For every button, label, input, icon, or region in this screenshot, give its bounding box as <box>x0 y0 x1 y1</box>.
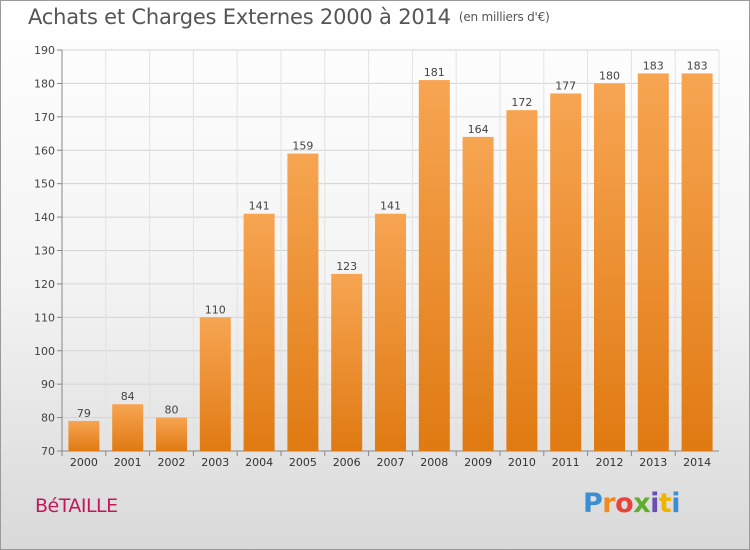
bar-label-2002: 80 <box>165 404 179 417</box>
bar-label-2010: 172 <box>511 96 532 109</box>
x-tick-label-2006: 2006 <box>333 456 361 469</box>
bar-label-2006: 123 <box>336 260 357 273</box>
bar-label-2013: 183 <box>643 59 664 72</box>
bars <box>68 73 713 452</box>
bar-label-2000: 79 <box>77 407 91 420</box>
x-tick-label-2009: 2009 <box>464 456 492 469</box>
title-text: Achats et Charges Externes 2000 à 2014 <box>28 5 451 29</box>
bar-2014 <box>681 73 713 452</box>
x-tick-label-2011: 2011 <box>552 456 580 469</box>
bar-2011 <box>550 93 582 452</box>
x-tick-label-2008: 2008 <box>420 456 448 469</box>
y-tick-label: 120 <box>34 278 55 291</box>
y-tick-label: 170 <box>34 111 55 124</box>
y-tick-label: 190 <box>34 44 55 57</box>
bar-label-2009: 164 <box>468 123 489 136</box>
chart-title: Achats et Charges Externes 2000 à 2014 (e… <box>28 5 550 29</box>
x-tick-label-2004: 2004 <box>245 456 273 469</box>
bar-2000 <box>68 420 100 451</box>
bar-label-2003: 110 <box>205 303 226 316</box>
x-tick-label-2002: 2002 <box>158 456 186 469</box>
proxiti-logo: Proxiti <box>583 488 681 519</box>
bar-label-2011: 177 <box>555 79 576 92</box>
x-tick-label-2010: 2010 <box>508 456 536 469</box>
bar-label-2001: 84 <box>121 390 135 403</box>
y-tick-label: 140 <box>34 211 55 224</box>
tick-labels: 70 80 90 100 110 120 130 140 150 160 170 180 190 2000… <box>34 44 711 469</box>
y-tick-label: 90 <box>41 378 55 391</box>
bar-label-2005: 159 <box>292 140 313 153</box>
y-tick-label: 70 <box>41 445 55 458</box>
bar-2001 <box>112 404 144 451</box>
bar-2007 <box>375 213 406 451</box>
x-tick-label-2007: 2007 <box>377 456 405 469</box>
x-tick-label-2012: 2012 <box>596 456 624 469</box>
bar-2013 <box>637 73 669 452</box>
unit-label: (en milliers d'€) <box>458 10 550 24</box>
bar-2005 <box>287 153 319 451</box>
bar-2009 <box>462 136 494 451</box>
bar-value-labels: 79 84 80 110 141 159 123 141 181 164 172 177 180 183 1… <box>77 59 708 420</box>
bar-label-2014: 183 <box>687 59 708 72</box>
y-tick-label: 130 <box>34 245 55 258</box>
y-tick-label: 150 <box>34 178 55 191</box>
x-tick-label-2014: 2014 <box>683 456 711 469</box>
x-tick-label-2013: 2013 <box>639 456 667 469</box>
bar-2002 <box>156 417 187 451</box>
bar-2008 <box>418 80 450 451</box>
bar-2003 <box>199 317 231 451</box>
bar-label-2008: 181 <box>424 66 445 79</box>
bar-2004 <box>243 213 275 451</box>
bar-label-2004: 141 <box>249 200 270 213</box>
x-tick-label-2000: 2000 <box>70 456 98 469</box>
y-tick-label: 100 <box>34 345 55 358</box>
x-tick-label-2001: 2001 <box>114 456 142 469</box>
y-tick-label: 160 <box>34 144 55 157</box>
bar-2012 <box>594 83 625 452</box>
x-tick-label-2005: 2005 <box>289 456 317 469</box>
bar-2010 <box>506 110 538 452</box>
bar-label-2007: 141 <box>380 200 401 213</box>
y-tick-label: 180 <box>34 77 55 90</box>
bar-2006 <box>331 273 363 451</box>
commune-name: BéTAILLE <box>35 495 118 517</box>
y-tick-label: 110 <box>34 311 55 324</box>
x-tick-label-2003: 2003 <box>201 456 229 469</box>
bar-label-2012: 180 <box>599 69 620 82</box>
y-tick-label: 80 <box>41 412 55 425</box>
